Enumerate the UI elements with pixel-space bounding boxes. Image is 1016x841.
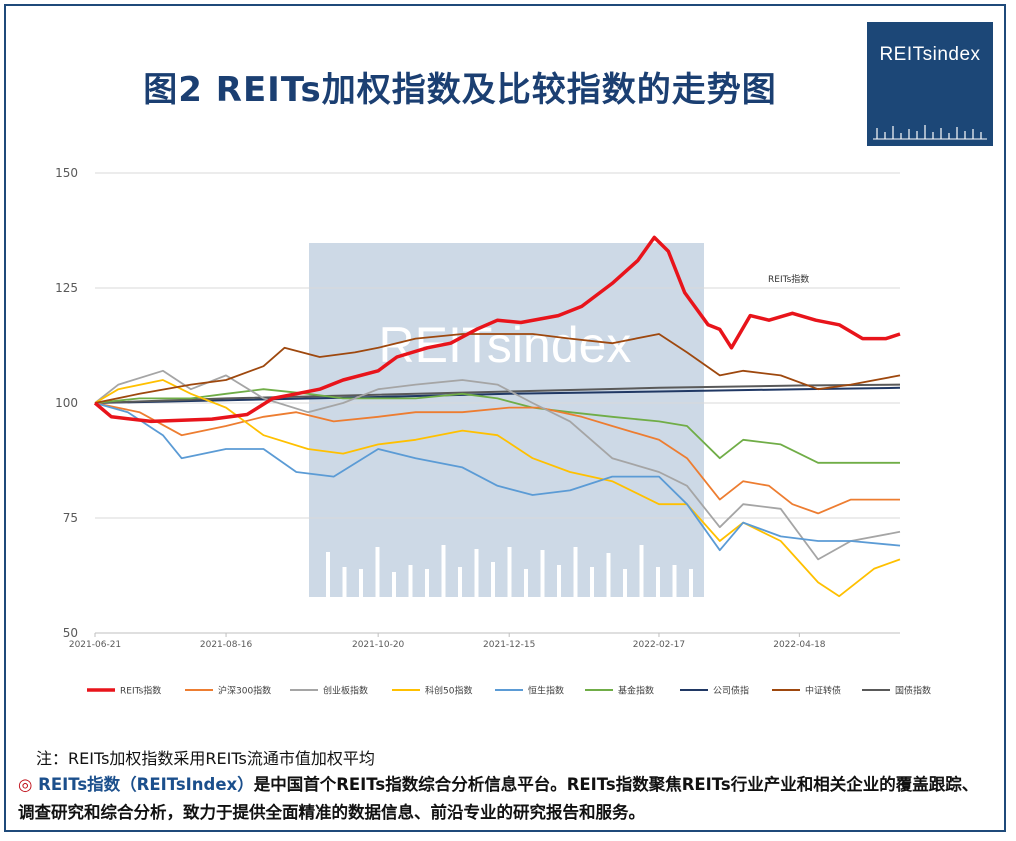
watermark-bar <box>458 567 462 597</box>
watermark-bar <box>705 551 710 597</box>
y-tick-label: 150 <box>55 166 78 180</box>
line-chart: REITsindex 50 75 100 125 150 2021-06-21 2021-… <box>55 166 931 697</box>
series-line-2 <box>94 402 900 515</box>
watermark-bar <box>425 569 429 597</box>
watermark-bar <box>524 569 528 597</box>
chart-title: 图2 REITs加权指数及比较指数的走势图 <box>143 70 777 110</box>
watermark-bar <box>573 547 578 597</box>
series-line-5 <box>94 402 901 552</box>
legend-label: REITs指数 <box>120 685 161 697</box>
legend-label: 科创50指数 <box>425 685 472 697</box>
watermark-bar <box>491 562 495 597</box>
x-tick-label: 2021-12-15 <box>483 640 535 650</box>
watermark-bar <box>474 549 479 597</box>
watermark-bar <box>623 569 627 597</box>
series-annotation: REITs指数 <box>768 273 809 285</box>
logo-bars-icon <box>873 125 987 140</box>
y-tick-label: 75 <box>63 511 78 525</box>
watermark-bar <box>639 545 644 597</box>
watermark-bar <box>590 567 594 597</box>
x-tick-label: 2021-08-16 <box>200 640 253 650</box>
x-tick-label: 2021-06-21 <box>69 640 121 650</box>
watermark-bar <box>441 545 446 597</box>
legend-label: 公司债指 <box>713 685 749 697</box>
watermark-bars-icon <box>326 545 726 597</box>
x-tick-label: 2021-10-20 <box>352 640 405 650</box>
watermark-bar <box>375 547 380 597</box>
series-line-1 <box>93 235 901 424</box>
reitsindex-logo: REITsindex <box>867 22 993 146</box>
watermark: REITsindex <box>309 243 726 597</box>
watermark-bar <box>507 547 512 597</box>
watermark-bar <box>408 565 413 597</box>
y-tick-label: 125 <box>55 281 78 295</box>
watermark-bar <box>342 567 347 597</box>
watermark-bar <box>689 569 693 597</box>
description-text: 是中国首个REITs指数综合分析信息平台。REITs指数聚焦REITs行业产业和… <box>18 775 979 822</box>
watermark-bar <box>540 550 545 597</box>
series-line-7 <box>94 386 901 404</box>
watermark-bar <box>672 565 677 597</box>
watermark-bar <box>326 552 330 597</box>
description: ◎ REITs指数（REITsIndex）是中国首个REITs指数综合分析信息平… <box>18 771 993 827</box>
watermark-bar <box>557 565 561 597</box>
watermark-bar <box>392 572 396 597</box>
x-tick-label: 2022-02-17 <box>633 640 685 650</box>
series-line-4 <box>94 379 901 598</box>
series-line-6 <box>94 388 900 464</box>
legend: REITs指数 沪深300指数 创业板指数 科创50指数 恒生指数 基金指数 公司债指 中证转… <box>87 685 931 697</box>
series-line-8 <box>94 333 901 404</box>
legend-label: 国债指数 <box>895 685 931 697</box>
description-brand: REITs指数（REITsIndex） <box>38 775 254 794</box>
legend-label: 恒生指数 <box>528 685 564 697</box>
bullet-icon: ◎ <box>18 775 33 794</box>
watermark-bar <box>722 565 726 597</box>
legend-label: 基金指数 <box>618 685 654 697</box>
y-tick-label: 50 <box>63 626 78 640</box>
watermark-bar <box>606 553 611 597</box>
y-tick-label: 100 <box>55 396 78 410</box>
series-line-3 <box>94 369 901 561</box>
legend-label: 创业板指数 <box>323 685 368 697</box>
watermark-bar <box>359 569 363 597</box>
legend-label: 中证转债 <box>805 685 841 697</box>
watermark-bar <box>656 567 660 597</box>
watermark-text: REITsindex <box>379 317 632 373</box>
legend-label: 沪深300指数 <box>218 685 271 697</box>
logo-text: REITsindex <box>879 44 981 65</box>
x-tick-label: 2022-04-18 <box>773 640 826 650</box>
footnote: 注：REITs加权指数采用REITs流通市值加权平均 <box>36 749 375 768</box>
